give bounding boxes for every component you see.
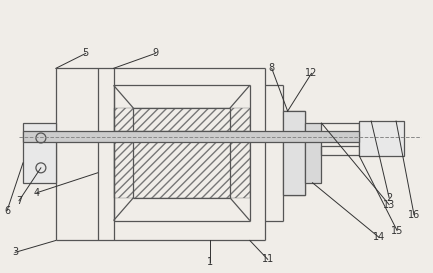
Bar xyxy=(56,68,265,241)
Text: 14: 14 xyxy=(373,233,385,242)
Text: 4: 4 xyxy=(34,188,40,198)
Bar xyxy=(113,142,250,198)
Text: 2: 2 xyxy=(386,193,392,203)
Bar xyxy=(113,108,250,131)
Bar xyxy=(283,111,304,195)
Bar xyxy=(23,123,56,183)
Text: 7: 7 xyxy=(16,196,22,206)
Text: 13: 13 xyxy=(383,200,395,210)
Bar xyxy=(359,121,404,156)
Text: 15: 15 xyxy=(391,225,403,236)
Bar xyxy=(304,123,321,183)
Bar xyxy=(23,131,359,142)
Text: 9: 9 xyxy=(152,48,158,58)
Text: 16: 16 xyxy=(408,210,420,219)
Text: 5: 5 xyxy=(83,48,89,58)
Text: 1: 1 xyxy=(207,257,213,267)
Text: 8: 8 xyxy=(268,63,275,73)
Text: 12: 12 xyxy=(305,68,318,78)
Text: 11: 11 xyxy=(262,254,274,264)
Text: 3: 3 xyxy=(12,247,18,257)
Text: 6: 6 xyxy=(4,206,10,216)
